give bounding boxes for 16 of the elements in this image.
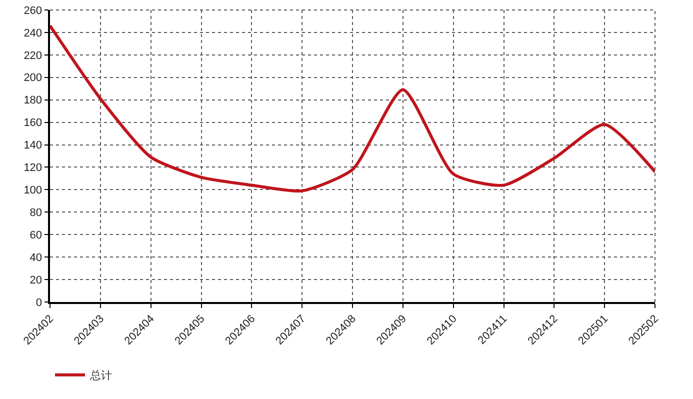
y-tick-label: 0 [36,296,42,309]
y-tick-label: 140 [24,140,42,152]
line-series [50,24,655,192]
y-tick-label: 180 [24,94,42,107]
y-tick-label: 100 [24,184,42,197]
y-tick-label: 120 [24,162,42,174]
legend-label: 总计 [89,369,112,382]
y-tick-label: 80 [30,207,42,219]
y-tick-label: 160 [24,117,42,130]
y-tick-label: 220 [24,50,42,62]
y-tick-label: 200 [24,72,42,84]
y-tick-label: 60 [30,229,42,242]
y-tick-label: 40 [30,252,42,264]
y-tick-label: 20 [30,274,42,286]
y-tick-label: 240 [24,27,42,40]
y-tick-label: 260 [24,4,42,17]
